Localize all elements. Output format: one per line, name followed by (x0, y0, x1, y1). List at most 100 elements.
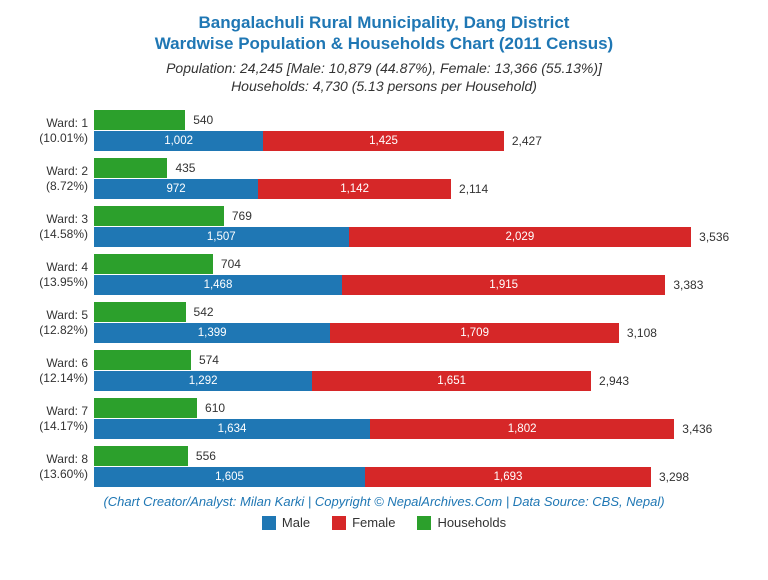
total-population-value: 3,298 (651, 470, 689, 484)
wardwise-population-chart: Bangalachuli Rural Municipality, Dang Di… (0, 0, 768, 580)
households-bar-line: 574 (94, 350, 752, 370)
total-population-value: 2,943 (591, 374, 629, 388)
ward-bars: 540 1,0021,4252,427 (94, 110, 752, 151)
chart-title: Bangalachuli Rural Municipality, Dang Di… (16, 12, 752, 55)
ward-label: Ward: 1(10.01%) (16, 110, 94, 151)
ward-label: Ward: 7(14.17%) (16, 398, 94, 439)
legend-swatch-male (262, 516, 276, 530)
households-bar (94, 158, 167, 178)
ward-label: Ward: 8(13.60%) (16, 446, 94, 487)
total-population-value: 2,114 (451, 182, 488, 196)
female-bar: 1,802 (370, 419, 674, 439)
households-bar (94, 302, 186, 322)
ward-row: Ward: 4(13.95%) 704 1,4681,9153,383 (16, 254, 752, 295)
households-bar-line: 556 (94, 446, 752, 466)
male-bar: 1,468 (94, 275, 342, 295)
ward-pct: (8.72%) (16, 179, 88, 193)
ward-label: Ward: 4(13.95%) (16, 254, 94, 295)
ward-row: Ward: 6(12.14%) 574 1,2921,6512,943 (16, 350, 752, 391)
female-bar: 1,142 (258, 179, 451, 199)
households-bar (94, 398, 197, 418)
population-bar-line: 9721,1422,114 (94, 179, 752, 199)
ward-bars: 769 1,5072,0293,536 (94, 206, 752, 247)
ward-bars: 542 1,3991,7093,108 (94, 302, 752, 343)
households-bar (94, 110, 185, 130)
legend-item-female: Female (332, 515, 395, 530)
ward-name: Ward: 2 (16, 164, 88, 178)
ward-pct: (14.58%) (16, 227, 88, 241)
ward-label: Ward: 6(12.14%) (16, 350, 94, 391)
ward-bars: 704 1,4681,9153,383 (94, 254, 752, 295)
male-bar: 1,002 (94, 131, 263, 151)
households-value: 769 (224, 209, 252, 223)
population-bar-line: 1,2921,6512,943 (94, 371, 752, 391)
ward-label: Ward: 3(14.58%) (16, 206, 94, 247)
ward-bars: 435 9721,1422,114 (94, 158, 752, 199)
households-value: 435 (167, 161, 195, 175)
title-line-2: Wardwise Population & Households Chart (… (155, 34, 613, 53)
households-bar-line: 542 (94, 302, 752, 322)
households-bar-line: 540 (94, 110, 752, 130)
ward-row: Ward: 2(8.72%) 435 9721,1422,114 (16, 158, 752, 199)
population-bar-line: 1,5072,0293,536 (94, 227, 752, 247)
households-bar (94, 206, 224, 226)
chart-legend: Male Female Households (16, 515, 752, 530)
ward-row: Ward: 1(10.01%) 540 1,0021,4252,427 (16, 110, 752, 151)
total-population-value: 3,383 (665, 278, 703, 292)
male-bar: 972 (94, 179, 258, 199)
ward-pct: (13.95%) (16, 275, 88, 289)
households-value: 556 (188, 449, 216, 463)
legend-swatch-female (332, 516, 346, 530)
households-bar-line: 704 (94, 254, 752, 274)
ward-label: Ward: 2(8.72%) (16, 158, 94, 199)
title-line-1: Bangalachuli Rural Municipality, Dang Di… (199, 13, 570, 32)
total-population-value: 2,427 (504, 134, 542, 148)
chart-subtitle: Population: 24,245 [Male: 10,879 (44.87%… (16, 59, 752, 97)
ward-name: Ward: 7 (16, 404, 88, 418)
subtitle-line-1: Population: 24,245 [Male: 10,879 (44.87%… (166, 60, 602, 76)
ward-name: Ward: 6 (16, 356, 88, 370)
households-bar-line: 610 (94, 398, 752, 418)
population-bar-line: 1,6051,6933,298 (94, 467, 752, 487)
ward-name: Ward: 4 (16, 260, 88, 274)
ward-name: Ward: 1 (16, 116, 88, 130)
households-bar (94, 446, 188, 466)
ward-pct: (12.14%) (16, 371, 88, 385)
chart-credits: (Chart Creator/Analyst: Milan Karki | Co… (16, 494, 752, 509)
ward-bars: 6101,6341,8023,436 (94, 398, 752, 439)
ward-name: Ward: 3 (16, 212, 88, 226)
households-bar (94, 350, 191, 370)
ward-row: Ward: 7(14.17%)6101,6341,8023,436 (16, 398, 752, 439)
ward-pct: (13.60%) (16, 467, 88, 481)
population-bar-line: 1,0021,4252,427 (94, 131, 752, 151)
legend-label-households: Households (437, 515, 506, 530)
female-bar: 1,915 (342, 275, 665, 295)
ward-name: Ward: 5 (16, 308, 88, 322)
households-value: 540 (185, 113, 213, 127)
female-bar: 1,651 (312, 371, 591, 391)
legend-label-female: Female (352, 515, 395, 530)
households-value: 574 (191, 353, 219, 367)
legend-label-male: Male (282, 515, 310, 530)
male-bar: 1,605 (94, 467, 365, 487)
female-bar: 1,425 (263, 131, 504, 151)
female-bar: 1,709 (330, 323, 619, 343)
ward-bars: 574 1,2921,6512,943 (94, 350, 752, 391)
ward-row: Ward: 8(13.60%) 556 1,6051,6933,298 (16, 446, 752, 487)
households-value: 542 (186, 305, 214, 319)
legend-item-male: Male (262, 515, 310, 530)
legend-swatch-households (417, 516, 431, 530)
population-bar-line: 1,4681,9153,383 (94, 275, 752, 295)
households-bar-line: 435 (94, 158, 752, 178)
households-value: 704 (213, 257, 241, 271)
population-bar-line: 1,3991,7093,108 (94, 323, 752, 343)
households-bar-line: 769 (94, 206, 752, 226)
male-bar: 1,399 (94, 323, 330, 343)
households-value: 610 (197, 401, 225, 415)
female-bar: 1,693 (365, 467, 651, 487)
ward-row: Ward: 5(12.82%)5421,3991,7093,108 (16, 302, 752, 343)
male-bar: 1,292 (94, 371, 312, 391)
ward-row: Ward: 3(14.58%) 769 1,5072,0293,536 (16, 206, 752, 247)
ward-pct: (14.17%) (16, 419, 88, 433)
male-bar: 1,634 (94, 419, 370, 439)
